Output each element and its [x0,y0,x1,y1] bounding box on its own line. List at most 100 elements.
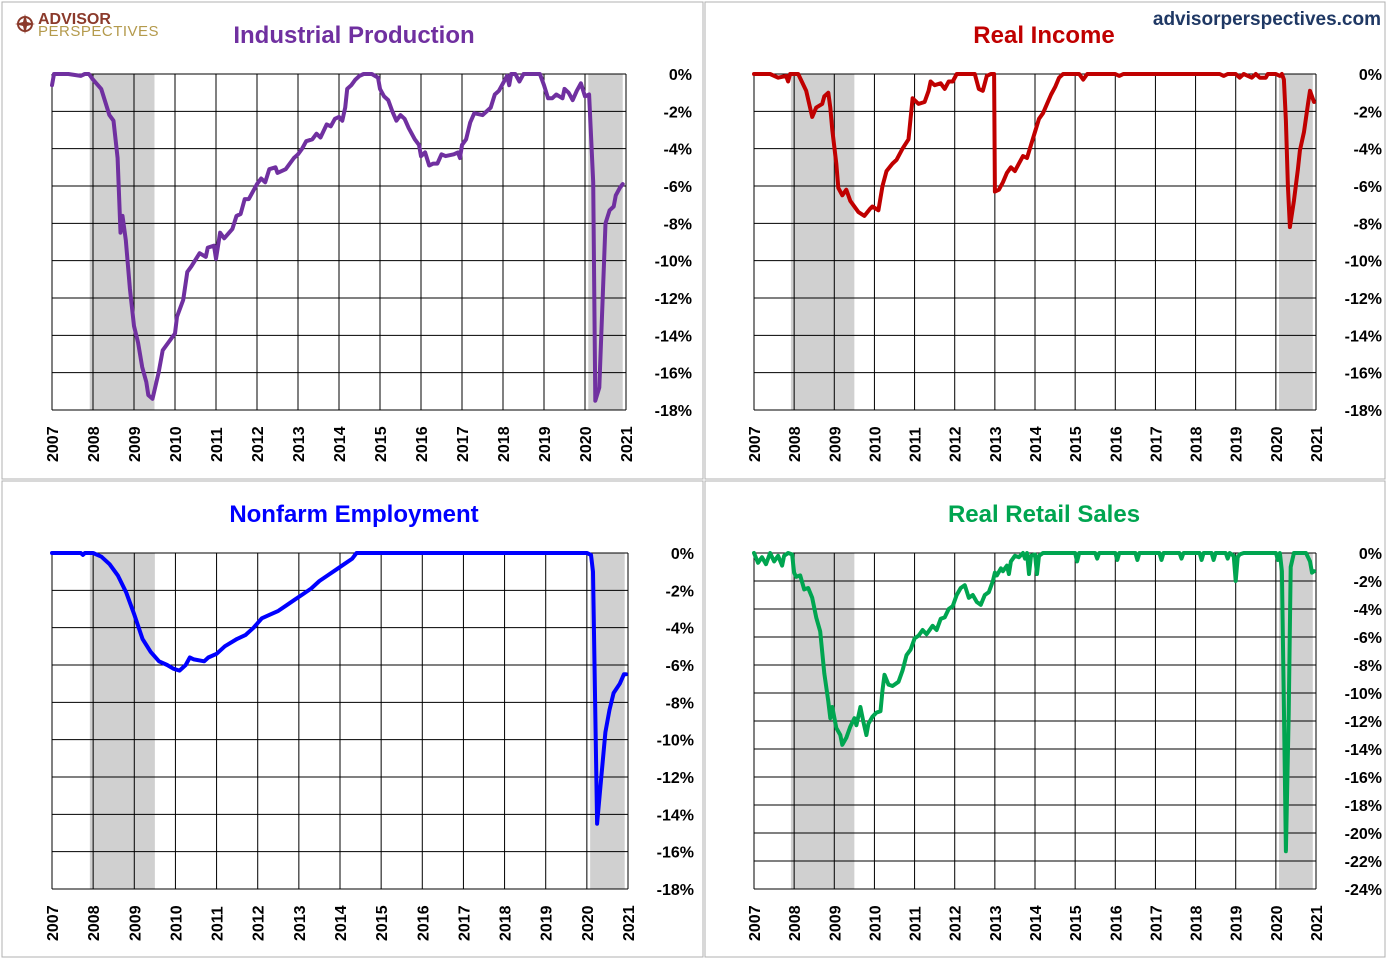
x-tick-label: 2009 [127,905,144,941]
series-line [752,72,1316,230]
x-tick-label: 2013 [988,905,1005,941]
x-tick-label: 2014 [332,426,349,462]
x-tick-label: 2013 [292,905,309,941]
y-tick-label: -12% [657,770,694,787]
y-tick-label: -8% [666,695,694,712]
x-tick-label: 2014 [1028,905,1045,941]
y-tick-label: 0% [671,546,694,563]
x-tick-label: 2011 [209,427,226,462]
x-tick-label: 2021 [621,905,638,941]
x-tick-label: 2007 [45,426,62,462]
x-tick-label: 2007 [45,905,62,941]
chart-title: Nonfarm Employment [229,501,478,528]
logo-star-icon [15,14,35,34]
y-tick-label: -10% [1345,686,1382,703]
x-tick-label: 2019 [539,905,556,941]
y-tick-label: -8% [1354,658,1382,675]
x-tick-label: 2008 [787,426,804,462]
y-tick-label: -14% [655,328,692,345]
x-tick-label: 2014 [333,905,350,941]
x-tick-label: 2011 [908,906,925,941]
y-tick-label: -6% [1354,179,1382,196]
chart-panel: 0% -2% -4% -6% -8% -10% -12% -14% -16% -18% 2007 20… [1,1,704,480]
y-tick-label: -4% [664,142,692,159]
x-tick-label: 2017 [1148,905,1165,941]
x-tick-label: 2010 [168,426,185,462]
chart-panel: 0% -2% -4% -6% -8% -10% -12% -14% -16% -18% 2007 20… [704,1,1386,480]
y-tick-label: -4% [1354,602,1382,619]
header: ADVISOR PERSPECTIVES advisorperspectives… [15,9,1381,40]
logo: ADVISOR PERSPECTIVES [15,11,159,40]
x-tick-label: 2015 [1068,426,1085,462]
x-tick-label: 2016 [1108,426,1125,462]
panel-border [1,480,704,958]
x-tick-label: 2017 [456,905,473,941]
y-tick-label: -6% [1354,630,1382,647]
x-tick-label: 2008 [86,905,103,941]
y-tick-label: -16% [657,845,694,862]
logo-line1: ADVISOR [38,11,111,28]
x-tick-label: 2017 [1148,426,1165,462]
chart-title: Real Income [973,22,1114,49]
x-tick-label: 2010 [867,426,884,462]
x-tick-label: 2015 [373,426,390,462]
y-tick-label: -14% [1345,742,1382,759]
y-tick-label: -8% [1354,216,1382,233]
x-tick-label: 2013 [988,426,1005,462]
x-tick-label: 2020 [1269,905,1286,941]
x-tick-label: 2020 [1269,426,1286,462]
y-tick-label: 0% [669,67,692,84]
x-tick-label: 2018 [496,426,513,462]
x-tick-label: 2020 [580,905,597,941]
x-tick-label: 2007 [747,426,764,462]
x-tick-label: 2021 [1309,905,1326,941]
x-tick-label: 2008 [787,905,804,941]
y-tick-label: -8% [664,216,692,233]
logo-line2: PERSPECTIVES [38,23,159,40]
y-tick-label: -4% [1354,142,1382,159]
x-tick-label: 2010 [168,905,185,941]
y-tick-label: -6% [664,179,692,196]
x-tick-label: 2021 [619,426,636,462]
x-tick-label: 2019 [537,426,554,462]
x-tick-label: 2012 [250,426,267,462]
x-tick-label: 2009 [827,905,844,941]
y-tick-label: -6% [666,658,694,675]
x-tick-label: 2009 [127,426,144,462]
series-line [50,551,628,826]
x-tick-label: 2007 [747,905,764,941]
x-tick-label: 2016 [414,426,431,462]
x-tick-label: 2019 [1229,426,1246,462]
y-tick-label: -18% [657,882,694,899]
y-tick-label: -2% [664,104,692,121]
chart-panel: 0% -2% -4% -6% -8% -10% -12% -14% -16% -18% 2007 20… [1,480,704,958]
y-tick-label: -14% [657,807,694,824]
x-tick-label: 2011 [908,427,925,462]
x-tick-label: 2012 [251,905,268,941]
y-tick-label: -16% [1345,366,1382,383]
x-tick-label: 2018 [1189,426,1206,462]
y-tick-label: 0% [1359,67,1382,84]
x-tick-label: 2016 [415,905,432,941]
x-tick-label: 2008 [86,426,103,462]
x-tick-label: 2009 [827,426,844,462]
x-tick-label: 2021 [1309,426,1326,462]
y-tick-label: -12% [1345,291,1382,308]
x-tick-label: 2015 [1068,905,1085,941]
chart-title: Real Retail Sales [948,501,1140,528]
x-tick-label: 2010 [867,905,884,941]
y-tick-label: -16% [655,366,692,383]
x-tick-label: 2013 [291,426,308,462]
y-tick-label: -10% [657,733,694,750]
x-tick-label: 2018 [1189,905,1206,941]
x-tick-label: 2016 [1108,905,1125,941]
y-tick-label: -24% [1345,882,1382,899]
y-tick-label: -12% [655,291,692,308]
recession-band [89,553,155,889]
panel-border [1,1,704,480]
y-tick-label: -18% [1345,798,1382,815]
y-tick-label: -12% [1345,714,1382,731]
panel-border [704,1,1386,480]
